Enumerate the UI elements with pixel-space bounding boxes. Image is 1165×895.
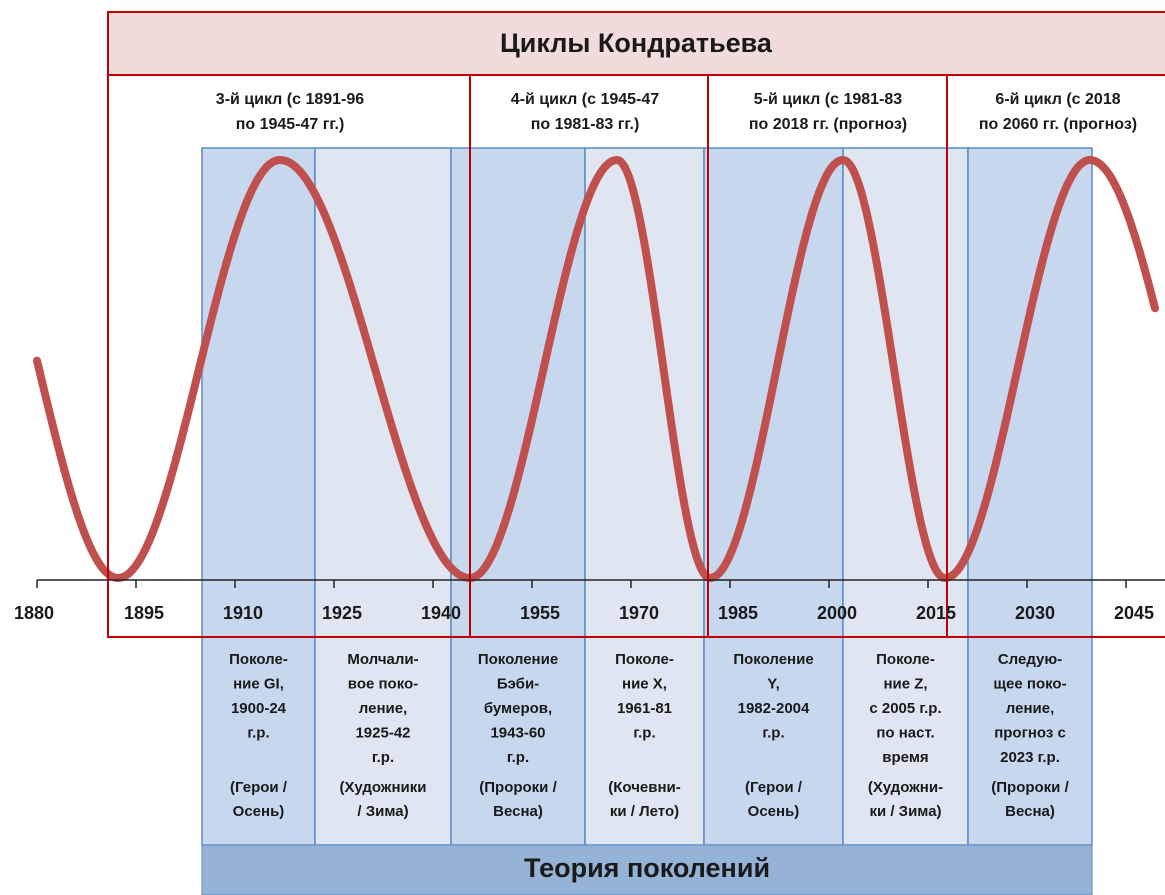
generation-note: Осень): [233, 803, 285, 820]
cycle-label: 4-й цикл (с 1945-47: [511, 91, 659, 108]
generation-text: г.р.: [762, 724, 784, 741]
generation-text: ние GI,: [233, 675, 284, 692]
generation-text: Поколение: [733, 651, 813, 668]
year-label: 1985: [718, 603, 758, 623]
footer-banner: [201, 844, 1093, 895]
generation-note: Осень): [748, 803, 800, 820]
cycle-label: по 1981-83 гг.): [531, 116, 640, 133]
year-label: 2030: [1015, 603, 1055, 623]
year-label: 1940: [421, 603, 461, 623]
generation-text: 2023 г.р.: [1000, 749, 1060, 766]
header-banner: [107, 11, 1165, 76]
generation-text: г.р.: [507, 749, 529, 766]
generation-text: г.р.: [633, 724, 655, 741]
year-label: 2045: [1114, 603, 1154, 623]
generation-text: Следую-: [998, 651, 1062, 668]
year-label: 1925: [322, 603, 362, 623]
generation-note: Весна): [1005, 803, 1055, 820]
generation-text: ние X,: [622, 675, 667, 692]
generation-columns: [201, 147, 1093, 846]
generation-text: 1961-81: [617, 700, 672, 717]
wave-curve: [33, 155, 1159, 583]
generation-text: ление,: [1006, 700, 1054, 717]
generation-text: бумеров,: [484, 700, 552, 717]
generation-text: по наст.: [876, 724, 934, 741]
generation-note: (Художники: [340, 779, 427, 796]
year-label: 1910: [223, 603, 263, 623]
generation-text: Поколе-: [615, 651, 674, 668]
generation-text: г.р.: [372, 749, 394, 766]
generation-text: Поколе-: [229, 651, 288, 668]
generation-text: Y,: [767, 675, 780, 692]
cycle-label: по 2018 гг. (прогноз): [749, 116, 907, 133]
generation-text: ление,: [359, 700, 407, 717]
generation-column: [703, 147, 844, 846]
generation-text: прогноз с: [994, 724, 1066, 741]
cycle-label: 5-й цикл (с 1981-83: [754, 91, 902, 108]
generation-text: 1982-2004: [738, 700, 810, 717]
generation-text: Поколе-: [876, 651, 935, 668]
generation-note: (Пророки /: [991, 779, 1069, 796]
generation-text: Бэби-: [497, 675, 539, 692]
generation-note: (Кочевни-: [608, 779, 681, 796]
generation-text: Молчали-: [347, 651, 418, 668]
generation-note: Весна): [493, 803, 543, 820]
generation-note: ки / Зима): [869, 803, 941, 820]
cycle-label: по 2060 гг. (прогноз): [979, 116, 1137, 133]
generation-text: время: [882, 749, 928, 766]
generation-text: щее поко-: [993, 675, 1066, 692]
cycle-label: 6-й цикл (с 2018: [995, 91, 1120, 108]
year-label: 2015: [916, 603, 956, 623]
year-label: 2000: [817, 603, 857, 623]
year-label: 1955: [520, 603, 560, 623]
generation-note: (Художни-: [868, 779, 943, 796]
generation-note: / Зима): [357, 803, 408, 820]
generation-column: [450, 147, 586, 846]
generation-note: ки / Лето): [610, 803, 679, 820]
generation-note: (Пророки /: [479, 779, 557, 796]
year-label: 1895: [124, 603, 164, 623]
cycle-label: по 1945-47 гг.): [236, 116, 345, 133]
generation-text: 1925-42: [355, 724, 410, 741]
generation-text: 1900-24: [231, 700, 287, 717]
cycle-label: 3-й цикл (с 1891-96: [216, 91, 364, 108]
generation-note: (Герои /: [745, 779, 803, 796]
generation-note: (Герои /: [230, 779, 288, 796]
generation-text: с 2005 г.р.: [869, 700, 941, 717]
generation-column: [201, 147, 316, 846]
year-label: 1880: [14, 603, 54, 623]
generation-text: Поколение: [478, 651, 558, 668]
generation-text: 1943-60: [490, 724, 545, 741]
generation-column: [314, 147, 452, 846]
generation-text: вое поко-: [348, 675, 418, 692]
year-label: 1970: [619, 603, 659, 623]
generation-text: ние Z,: [883, 675, 927, 692]
header-title: Циклы Кондратьева: [500, 28, 773, 58]
generation-text: г.р.: [247, 724, 269, 741]
footer-title: Теория поколений: [524, 853, 770, 883]
